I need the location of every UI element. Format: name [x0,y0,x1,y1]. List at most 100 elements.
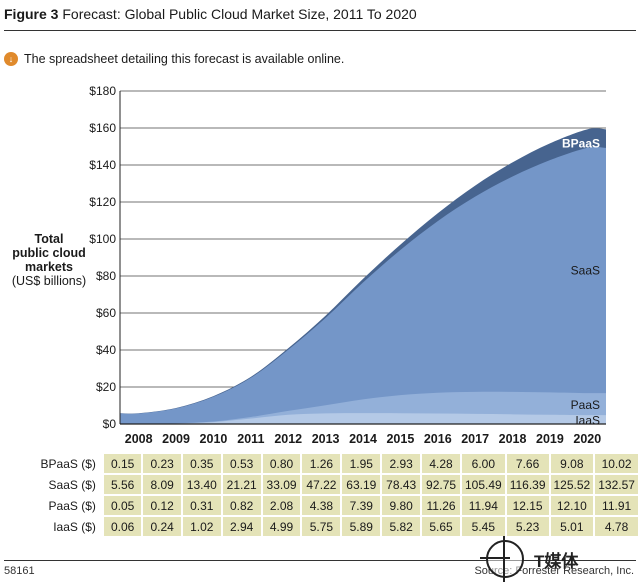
y-axis-label-line: (US$ billions) [11,274,87,288]
table-cell: 6.00 [461,454,505,473]
table-cell: 0.24 [143,517,181,536]
figure-label: Figure 3 [4,6,59,22]
table-cell: 10.02 [595,454,638,473]
x-tick-label: 2008 [125,432,153,446]
area-iaas [120,413,606,424]
y-axis-label-line: public cloud [12,246,86,260]
table-cell: 5.89 [342,517,381,536]
table-cell: 5.01 [550,517,594,536]
table-cell: 33.09 [262,475,301,494]
table-cell: 9.08 [550,454,594,473]
table-cell: 21.21 [222,475,261,494]
figure-title: Figure 3 Forecast: Global Public Cloud M… [4,6,634,22]
table-cell: 0.06 [103,517,142,536]
table-row: IaaS ($) 0.06 0.24 1.02 2.94 4.99 5.75 5.89 5.82… [6,517,638,536]
table-cell: 0.12 [143,496,181,515]
x-tick-label: 2017 [461,432,489,446]
table-cell: 0.31 [182,496,221,515]
y-tick-label: $0 [103,417,117,431]
table-cell: 12.10 [550,496,594,515]
watermark: T媒体 [480,536,579,582]
y-tick-label: $120 [89,195,116,209]
data-table: BPaaS ($) 0.15 0.23 0.35 0.53 0.80 1.26 1.95 2.9… [4,452,640,538]
series-label: IaaS [575,414,600,428]
x-tick-label: 2015 [386,432,414,446]
table-cell: 1.26 [302,454,341,473]
x-tick-label: 2010 [200,432,228,446]
table-cell: 8.09 [143,475,181,494]
top-rule [4,30,636,31]
table-cell: 7.66 [506,454,549,473]
document-id: 58161 [4,565,35,577]
series-label: PaaS [571,398,600,412]
table-cell: 1.02 [182,517,221,536]
table-cell: 0.15 [103,454,142,473]
table-cell: 0.05 [103,496,142,515]
table-cell: 13.40 [182,475,221,494]
table-cell: 132.57 [595,475,638,494]
x-tick-label: 2018 [499,432,527,446]
table-cell: 4.28 [422,454,460,473]
y-tick-label: $80 [96,269,116,283]
table-cell: 1.95 [342,454,381,473]
x-tick-label: 2011 [237,432,264,446]
table-cell: 9.80 [382,496,421,515]
table-cell: 11.94 [461,496,505,515]
x-tick-label: 2016 [424,432,452,446]
x-tick-label: 2014 [349,432,377,446]
table-cell: 0.23 [143,454,181,473]
y-tick-label: $160 [89,121,116,135]
watermark-logo-icon [480,536,524,582]
y-tick-label: $20 [96,380,116,394]
x-tick-label: 2012 [274,432,302,446]
table-cell: 5.82 [382,517,421,536]
table-cell: 5.65 [422,517,460,536]
bottom-rule [4,560,636,561]
table-cell: 0.82 [222,496,261,515]
table-cell: 125.52 [550,475,594,494]
table-cell: 5.45 [461,517,505,536]
table-cell: 0.53 [222,454,261,473]
table-cell: 5.75 [302,517,341,536]
table-row: BPaaS ($) 0.15 0.23 0.35 0.53 0.80 1.26 1.95 2.9… [6,454,638,473]
table-cell: 116.39 [506,475,549,494]
note-text: The spreadsheet detailing this forecast … [24,52,345,66]
table-cell: 78.43 [382,475,421,494]
watermark-text: T媒体 [534,551,579,571]
table-cell: 7.39 [342,496,381,515]
series-label: BPaaS [562,136,600,150]
table-cell: 11.91 [595,496,638,515]
spreadsheet-icon: ↓ [4,52,18,66]
y-tick-label: $100 [89,232,116,246]
x-tick-label: 2019 [536,432,564,446]
y-axis-label-line: Total [34,232,64,246]
series-label: SaaS [571,263,600,277]
spreadsheet-note[interactable]: ↓ The spreadsheet detailing this forecas… [4,52,344,66]
x-tick-label: 2020 [573,432,601,446]
y-tick-label: $180 [89,84,116,98]
table-cell: 47.22 [302,475,341,494]
figure-title-text: Forecast: Global Public Cloud Market Siz… [62,6,417,22]
table-cell: 2.08 [262,496,301,515]
table-cell: 5.56 [103,475,142,494]
x-tick-label: 2009 [162,432,190,446]
area-chart: $180 $160 $140 $120 $100 $80 $60 $40 $20 $0 IaaS Pa… [89,84,606,446]
table-cell: 63.19 [342,475,381,494]
y-axis-label-line: markets [25,260,73,274]
table-row: PaaS ($) 0.05 0.12 0.31 0.82 2.08 4.38 7.39 9.80… [6,496,638,515]
table-cell: 4.38 [302,496,341,515]
table-cell: 4.78 [595,517,638,536]
row-label: BPaaS ($) [40,456,96,471]
table-cell: 92.75 [422,475,460,494]
row-label: PaaS ($) [48,498,96,513]
table-row: SaaS ($) 5.56 8.09 13.40 21.21 33.09 47.22 63.1… [6,475,638,494]
y-tick-label: $60 [96,306,116,320]
y-tick-label: $40 [96,343,116,357]
row-label: SaaS ($) [48,477,96,492]
table-cell: 11.26 [422,496,460,515]
table-cell: 2.94 [222,517,261,536]
table-cell: 4.99 [262,517,301,536]
y-tick-label: $140 [89,158,116,172]
table-cell: 2.93 [382,454,421,473]
x-tick-label: 2013 [312,432,340,446]
